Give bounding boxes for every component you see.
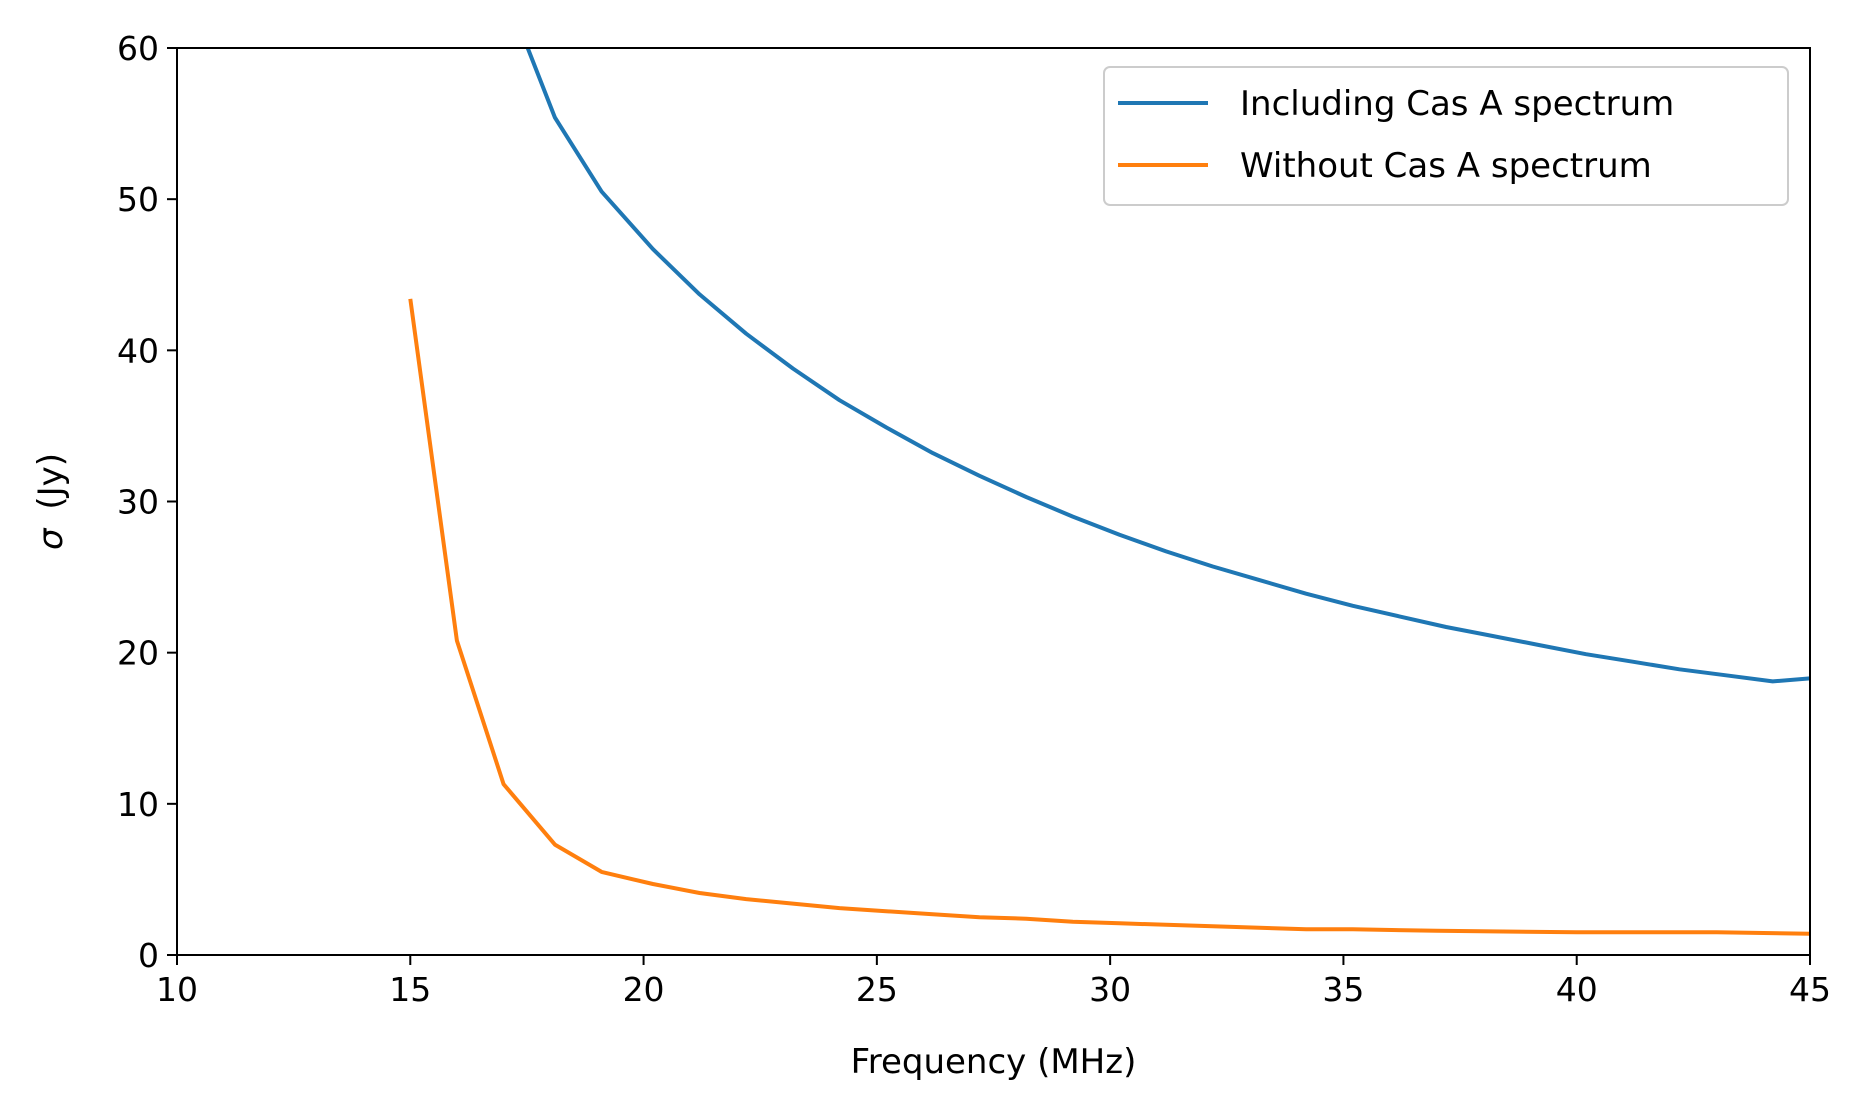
x-tick-label: 10	[156, 970, 198, 1009]
series-line-1	[525, 48, 1810, 684]
y-axis-label-symbol: σ	[31, 527, 71, 550]
y-tick-label: 40	[117, 331, 159, 370]
x-tick-label: 45	[1789, 970, 1831, 1009]
plot-lines	[408, 48, 1810, 936]
y-tick-label: 10	[117, 785, 159, 824]
x-axis-ticks: 10 15 20 25 30 35 40 45	[156, 955, 1831, 1009]
x-tick-label: 25	[856, 970, 898, 1009]
x-tick-label: 30	[1089, 970, 1131, 1009]
series-line-2	[408, 298, 1810, 936]
y-axis-ticks: 0 10 20 30 40 50 60	[117, 29, 177, 975]
legend: Including Cas A spectrum Without Cas A sp…	[1103, 66, 1789, 206]
y-tick-label: 50	[117, 180, 159, 219]
y-tick-label: 60	[117, 29, 159, 68]
legend-label: Including Cas A spectrum	[1240, 84, 1674, 124]
x-tick-label: 40	[1556, 970, 1598, 1009]
y-axis-label: σ (Jy)	[31, 453, 71, 550]
x-tick-label: 35	[1322, 970, 1364, 1009]
legend-label: Without Cas A spectrum	[1240, 146, 1652, 186]
y-tick-label: 20	[117, 634, 159, 673]
y-tick-label: 30	[117, 483, 159, 522]
x-axis-label: Frequency (MHz)	[851, 1042, 1137, 1082]
y-axis-label-unit: (Jy)	[31, 453, 71, 510]
x-tick-label: 20	[623, 970, 665, 1009]
y-tick-label: 0	[138, 936, 159, 975]
x-tick-label: 15	[389, 970, 431, 1009]
legend-box	[1103, 66, 1789, 206]
